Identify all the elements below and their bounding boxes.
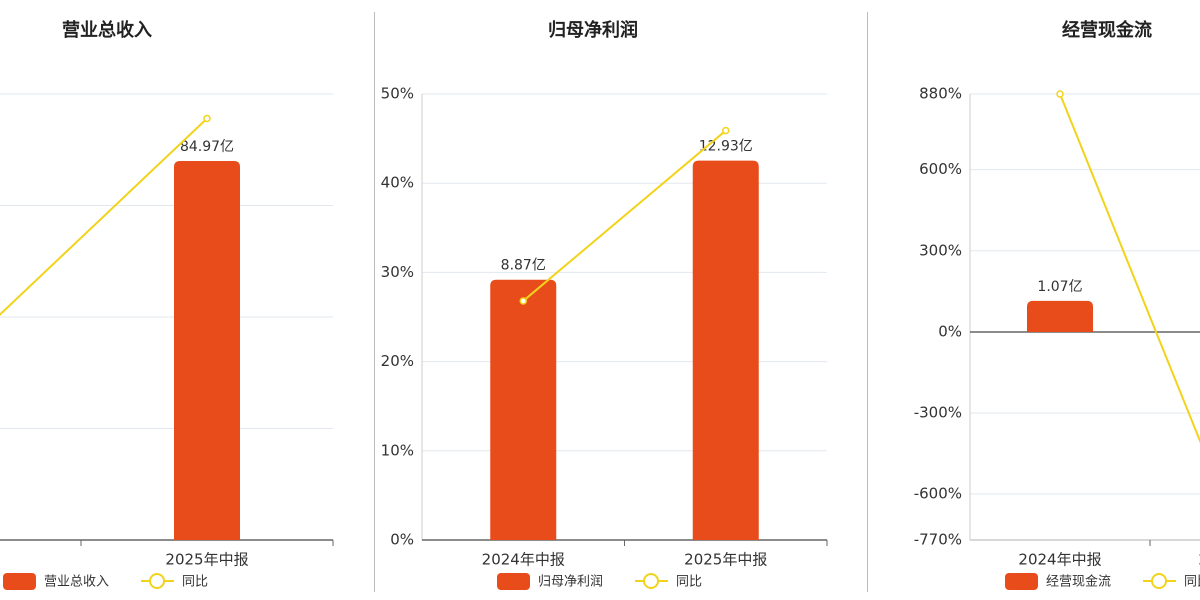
y-tick-label: 300%	[919, 241, 962, 259]
line	[0, 117, 208, 316]
chart-title: 归母净利润	[548, 19, 638, 41]
line	[1059, 93, 1200, 444]
y-tick-label: 30%	[381, 263, 414, 281]
legend-label: 归母净利润	[538, 575, 603, 590]
x-tick-label: 2024年中报	[482, 551, 565, 569]
chart-title: 经营现金流	[1062, 19, 1152, 41]
y-tick-label: -770%	[914, 531, 962, 549]
line-point	[203, 114, 211, 123]
y-tick-label: 50%	[381, 85, 414, 103]
line-point	[1056, 90, 1064, 98]
chart: 经营现金流 -770% -600% -300% 0% 300% 600% 880% 2024年中…	[914, 19, 1200, 590]
legend-swatch	[3, 573, 36, 590]
x-tick-label: 2025年中报	[1198, 551, 1200, 569]
legend-label: 同比	[182, 575, 208, 590]
legend-label: 营业总收入	[44, 575, 109, 590]
legend-swatch	[643, 573, 660, 589]
bar	[174, 161, 240, 540]
legend-label: 同比	[1184, 575, 1200, 590]
x-tick-label: 2024年中报	[1018, 551, 1101, 569]
legend-swatch	[1151, 573, 1168, 589]
legend-swatch	[1005, 573, 1038, 590]
y-tick-label: 40%	[381, 174, 414, 192]
y-tick-label: 0%	[390, 531, 414, 549]
chart: 营业总收入0%10%20%30%40%2024年中报2025年中报61.66亿8…	[0, 19, 334, 590]
y-tick-label: 10%	[381, 441, 414, 459]
y-tick-label: -600%	[914, 485, 962, 503]
x-tick-label: 2025年中报	[165, 551, 248, 569]
line	[522, 129, 727, 302]
y-tick-label: 600%	[919, 160, 962, 178]
y-tick-label: 20%	[381, 352, 414, 370]
bar-value-label: 84.97亿	[180, 139, 234, 155]
bar-value-label: 8.87亿	[501, 258, 546, 274]
bar	[1027, 300, 1093, 332]
line-point	[722, 126, 730, 135]
y-tick-label: 880%	[919, 85, 962, 103]
legend-swatch	[497, 573, 530, 590]
chart-title: 营业总收入	[62, 19, 152, 41]
legend-swatch	[149, 573, 166, 589]
legend-label: 经营现金流	[1046, 574, 1111, 590]
bar	[692, 160, 759, 541]
chart: 归母净利润 0% 10% 20% 30% 40% 50% 2024年中报 2025年中报 8.87…	[381, 19, 828, 590]
bar-value-label: 1.07亿	[1037, 279, 1082, 295]
line-point	[519, 297, 527, 305]
legend-label: 同比	[676, 575, 702, 590]
y-tick-label: -300%	[914, 403, 962, 421]
y-tick-label: 0%	[938, 322, 962, 340]
bar	[490, 279, 557, 540]
x-tick-label: 2025年中报	[684, 551, 767, 569]
